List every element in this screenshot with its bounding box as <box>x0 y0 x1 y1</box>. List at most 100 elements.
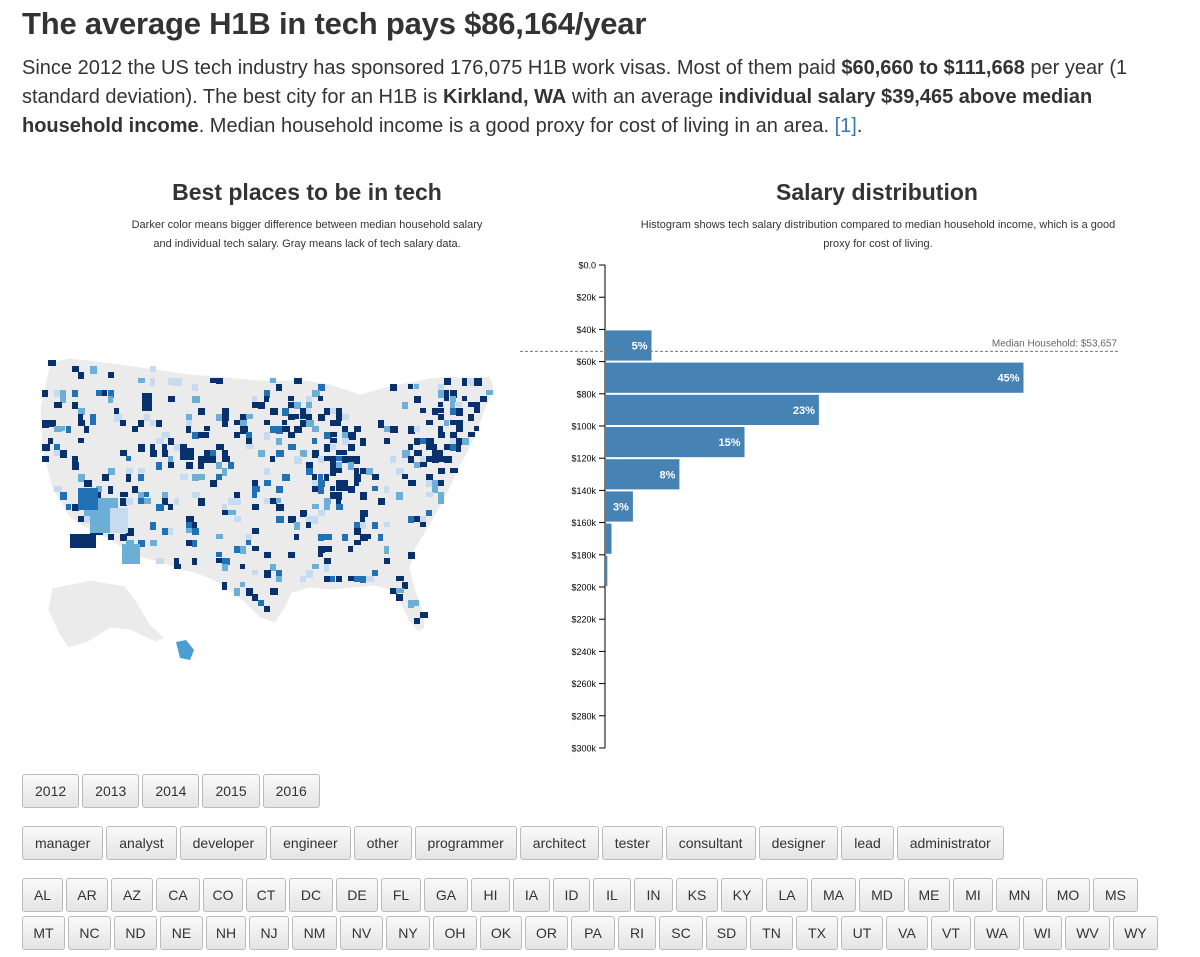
county-cell[interactable] <box>444 420 449 426</box>
county-cell[interactable] <box>432 444 437 450</box>
county-cell[interactable] <box>354 528 361 535</box>
county-cell[interactable] <box>192 396 200 403</box>
county-cell[interactable] <box>60 450 67 458</box>
year-2012-button[interactable]: 2012 <box>22 774 80 808</box>
county-cell[interactable] <box>192 522 197 529</box>
county-cell[interactable] <box>318 534 324 541</box>
county-cell[interactable] <box>108 486 113 494</box>
county-cell[interactable] <box>306 468 313 475</box>
county-cell[interactable] <box>252 570 258 575</box>
state-ks-button[interactable]: KS <box>676 878 718 912</box>
county-cell[interactable] <box>222 414 229 421</box>
county-cell[interactable] <box>354 576 360 582</box>
county-cell[interactable] <box>222 450 228 456</box>
county-cell[interactable] <box>384 546 389 554</box>
county-cell[interactable] <box>72 504 79 511</box>
state-id-button[interactable]: ID <box>553 878 590 912</box>
county-cell[interactable] <box>438 390 444 398</box>
state-pa-button[interactable]: PA <box>571 916 615 950</box>
county-cell[interactable] <box>330 420 336 426</box>
county-cell[interactable] <box>204 432 209 438</box>
county-cell[interactable] <box>138 468 145 473</box>
county-cell[interactable] <box>264 396 269 402</box>
county-cell[interactable] <box>444 456 452 463</box>
county-cell[interactable] <box>360 522 366 529</box>
county-cell[interactable] <box>198 432 205 438</box>
county-cell[interactable] <box>276 438 282 445</box>
county-cell[interactable] <box>408 552 415 559</box>
county-cell[interactable] <box>336 462 342 469</box>
county-cell[interactable] <box>390 384 397 391</box>
county-cell[interactable] <box>474 426 479 431</box>
county-cell[interactable] <box>42 456 49 462</box>
county-cell[interactable] <box>450 420 457 425</box>
county-cell[interactable] <box>264 498 271 504</box>
county-cell[interactable] <box>216 444 224 450</box>
county-cell[interactable] <box>384 486 389 493</box>
county-cell[interactable] <box>294 402 301 409</box>
county-cell[interactable] <box>420 438 428 444</box>
county-cell[interactable] <box>294 414 299 419</box>
county-cell[interactable] <box>228 462 234 469</box>
state-nd-button[interactable]: ND <box>114 916 157 950</box>
county-cell[interactable] <box>486 390 493 395</box>
county-cell[interactable] <box>246 540 251 545</box>
county-cell[interactable] <box>204 426 210 431</box>
state-tx-button[interactable]: TX <box>796 916 838 950</box>
county-cell[interactable] <box>312 474 317 480</box>
county-cell[interactable] <box>78 488 98 510</box>
county-cell[interactable] <box>288 402 295 408</box>
county-cell[interactable] <box>438 426 443 434</box>
county-cell[interactable] <box>288 432 295 438</box>
county-cell[interactable] <box>324 558 331 564</box>
county-cell[interactable] <box>330 444 336 450</box>
county-cell[interactable] <box>306 420 314 427</box>
county-cell[interactable] <box>426 492 433 497</box>
county-cell[interactable] <box>150 378 155 386</box>
county-cell[interactable] <box>252 504 259 510</box>
county-cell[interactable] <box>150 420 155 426</box>
county-cell[interactable] <box>54 402 62 408</box>
year-2014-button[interactable]: 2014 <box>142 774 200 808</box>
county-cell[interactable] <box>438 414 444 420</box>
county-cell[interactable] <box>318 480 325 487</box>
county-cell[interactable] <box>270 426 276 433</box>
county-cell[interactable] <box>60 426 65 431</box>
county-cell[interactable] <box>318 552 323 557</box>
county-cell[interactable] <box>438 492 444 498</box>
county-cell[interactable] <box>360 438 366 446</box>
county-cell[interactable] <box>84 426 89 433</box>
state-al-button[interactable]: AL <box>22 878 63 912</box>
county-cell[interactable] <box>336 486 343 491</box>
county-cell[interactable] <box>348 432 356 440</box>
county-cell[interactable] <box>450 402 455 409</box>
county-cell[interactable] <box>234 420 242 425</box>
county-cell[interactable] <box>324 534 332 540</box>
county-cell[interactable] <box>270 456 275 462</box>
county-cell[interactable] <box>222 558 230 565</box>
county-cell[interactable] <box>108 468 115 475</box>
county-cell[interactable] <box>438 468 445 474</box>
county-cell[interactable] <box>306 402 312 408</box>
county-cell[interactable] <box>120 534 127 541</box>
county-cell[interactable] <box>468 378 475 386</box>
county-cell[interactable] <box>168 528 173 535</box>
county-cell[interactable] <box>450 444 456 451</box>
county-cell[interactable] <box>324 546 332 552</box>
county-cell[interactable] <box>432 450 440 456</box>
county-cell[interactable] <box>246 438 252 444</box>
county-cell[interactable] <box>222 408 229 416</box>
county-cell[interactable] <box>354 540 361 545</box>
county-cell[interactable] <box>312 438 317 444</box>
county-cell[interactable] <box>174 444 181 451</box>
county-cell[interactable] <box>354 480 359 486</box>
state-ct-button[interactable]: CT <box>246 878 286 912</box>
state-la-button[interactable]: LA <box>766 878 808 912</box>
county-cell[interactable] <box>156 462 162 470</box>
county-cell[interactable] <box>396 576 404 581</box>
histogram-bar[interactable] <box>605 330 652 361</box>
county-cell[interactable] <box>396 492 403 500</box>
county-cell[interactable] <box>396 588 404 593</box>
county-cell[interactable] <box>414 462 421 468</box>
county-cell[interactable] <box>192 432 199 439</box>
